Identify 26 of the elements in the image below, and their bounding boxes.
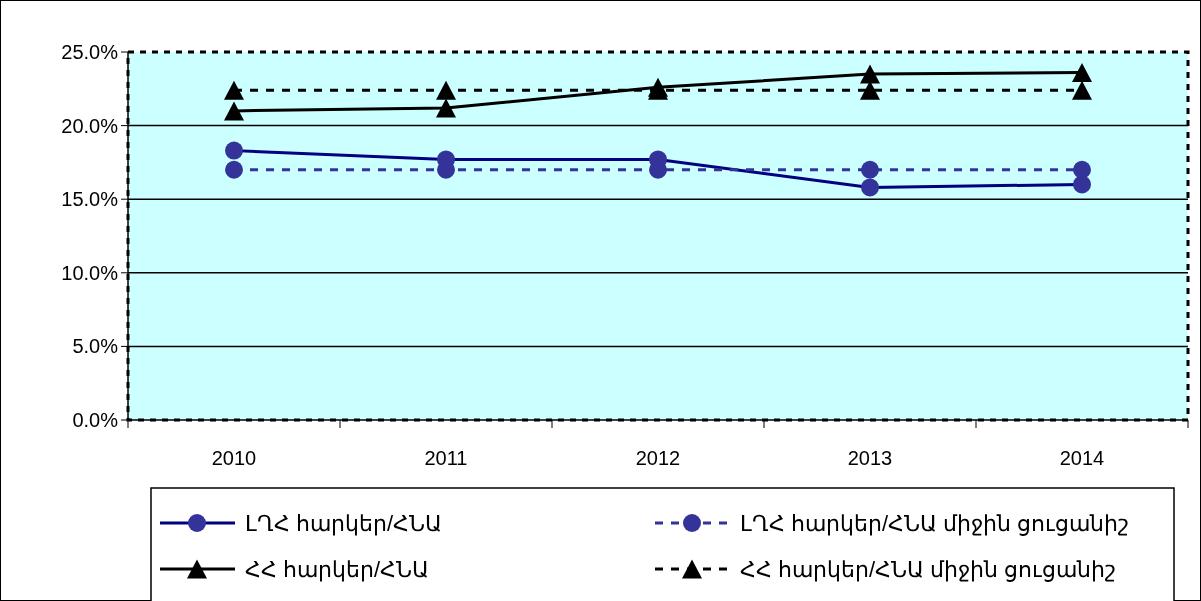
x-tick-label: 2014 — [1059, 447, 1105, 469]
point — [224, 101, 244, 121]
legend-label: ԼՂՀ հարկեր/ՀՆԱ — [245, 510, 443, 536]
point — [860, 64, 880, 84]
y-tick-label: 0.0% — [72, 409, 119, 431]
legend-label: ՀՀ հարկեր/ՀՆԱ միջին ցուցանիշ — [740, 556, 1117, 582]
point — [225, 160, 243, 179]
legend-label: ՀՀ հարկեր/ՀՆԱ — [245, 556, 430, 582]
y-tick-label: 15.0% — [61, 188, 119, 211]
x-tick-label: 2011 — [424, 447, 468, 469]
point — [436, 80, 456, 100]
x-tick-label: 2013 — [847, 447, 893, 469]
y-tick-label: 5.0% — [72, 335, 119, 358]
point — [860, 80, 880, 100]
legend-label: ԼՂՀ հարկեր/ՀՆԱ միջին ցուցանիշ — [740, 510, 1130, 536]
point — [1072, 80, 1092, 100]
x-tick-label: 2010 — [211, 447, 257, 469]
x-tick-label: 2012 — [635, 447, 681, 469]
point — [224, 80, 244, 100]
point — [861, 160, 879, 179]
point — [436, 98, 456, 118]
y-tick-label: 20.0% — [61, 114, 119, 137]
point — [1072, 63, 1092, 83]
y-tick-label: 25.0% — [61, 41, 119, 63]
point — [1073, 160, 1091, 179]
y-tick-label: 10.0% — [61, 261, 119, 284]
